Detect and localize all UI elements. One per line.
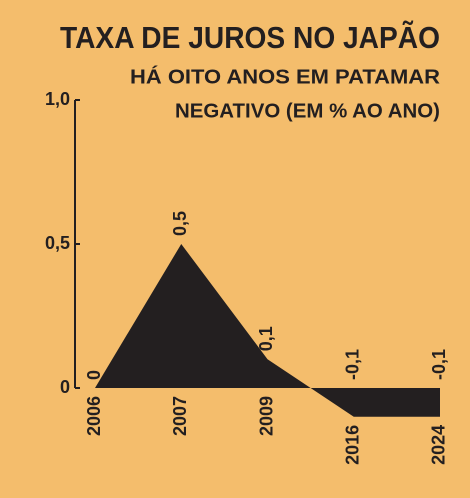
chart-title: TAXA DE JUROS NO JAPÃO	[60, 20, 440, 55]
chart-subtitle: NEGATIVO (EM % AO ANO)	[175, 100, 440, 122]
value-label: 0	[84, 370, 104, 380]
x-tick-label: 2009	[256, 396, 276, 436]
x-tick-label: 2007	[170, 396, 190, 436]
value-label: 0,1	[256, 326, 276, 351]
x-tick-label: 2006	[84, 396, 104, 436]
x-tick-label: 2024	[429, 425, 449, 465]
value-label: -0,1	[429, 349, 449, 380]
y-tick-label: 1,0	[45, 89, 70, 109]
chart-subtitle: HÁ OITO ANOS EM PATAMAR	[130, 65, 441, 88]
area	[95, 244, 440, 417]
y-tick-label: 0	[60, 377, 70, 397]
value-label: 0,5	[170, 211, 190, 236]
x-tick-label: 2016	[343, 425, 363, 465]
y-tick-label: 0,5	[45, 233, 70, 253]
value-label: -0,1	[343, 349, 363, 380]
